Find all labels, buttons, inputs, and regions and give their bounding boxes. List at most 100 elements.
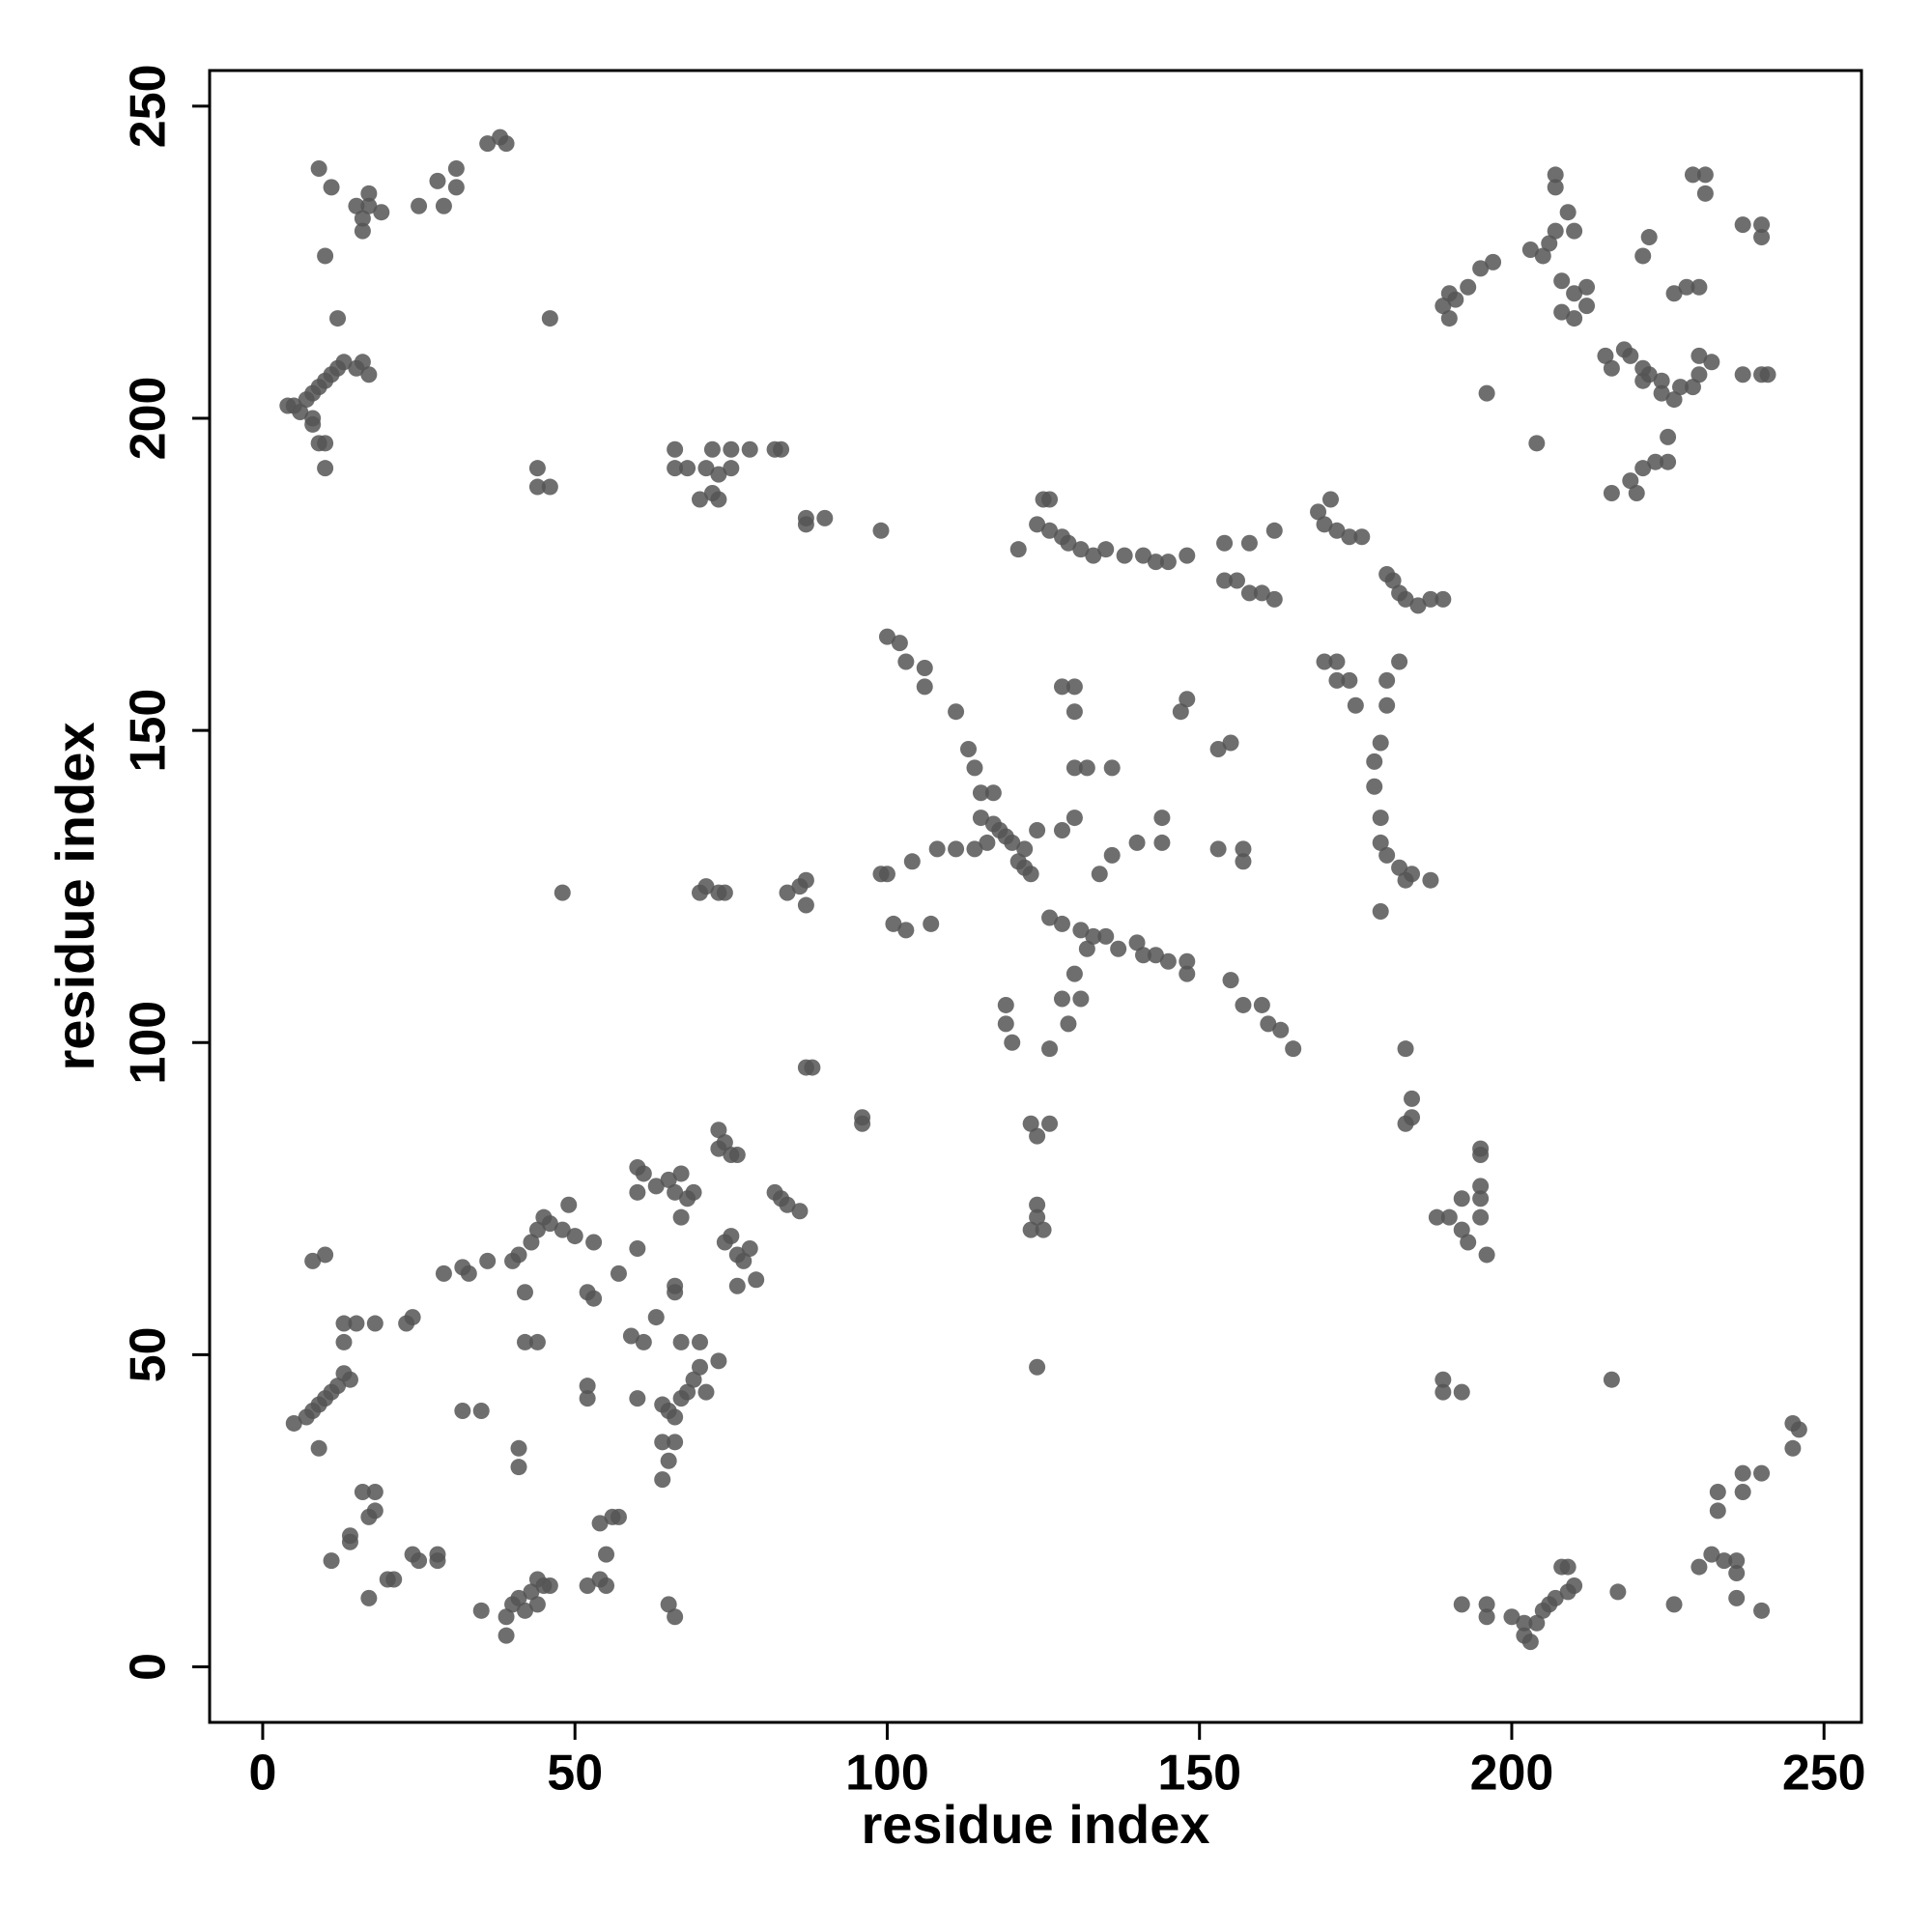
point [903,853,921,870]
point [385,1571,403,1588]
point [960,740,978,757]
y-tick-label: 250 [121,64,177,148]
point [1622,472,1639,490]
y-tick-label: 150 [121,689,177,773]
point [354,222,371,240]
point [1372,734,1389,752]
point [1566,1577,1583,1594]
point [1684,166,1701,184]
point [560,1196,578,1213]
point [928,840,946,858]
point [1634,460,1652,477]
point [1072,922,1090,939]
point [685,1371,702,1388]
point [672,1333,690,1350]
point [1372,903,1389,921]
point [1435,1371,1452,1388]
point [1478,1608,1495,1626]
point [1029,516,1046,533]
point [1447,291,1464,308]
point [1103,759,1121,777]
point [1478,1596,1495,1613]
point [1397,1040,1414,1058]
point [373,204,390,221]
point [647,1309,665,1326]
point [585,1234,603,1251]
point [872,522,890,539]
point [1665,391,1683,409]
point [335,354,353,371]
point [591,1515,609,1532]
point [816,509,834,526]
point [292,404,309,421]
point [354,210,371,227]
point [1159,554,1177,571]
point [1521,1634,1539,1651]
point [1004,834,1021,851]
point [667,1277,684,1294]
y-tick-label: 50 [121,1326,177,1382]
point [317,1246,334,1264]
point [697,460,715,477]
point [610,1264,627,1282]
point [1085,927,1102,945]
point [1653,372,1670,389]
x-tick-label: 100 [845,1746,929,1802]
point [1041,909,1059,926]
y-tick-label: 100 [121,1001,177,1085]
point [791,1203,809,1220]
point [1672,379,1690,396]
point [1709,1484,1726,1501]
point [948,703,965,721]
point [598,1546,615,1563]
point [579,1577,596,1594]
point [585,1290,603,1307]
point [1435,298,1452,315]
point [1753,229,1771,246]
y-tick-label: 0 [121,1653,177,1681]
point [1065,759,1083,777]
point [1179,691,1196,708]
point [579,1390,596,1407]
point [966,840,983,858]
point [411,1552,428,1570]
point [1009,541,1027,558]
point [335,1333,353,1350]
point [1035,1221,1052,1238]
point [797,871,814,889]
point [1022,866,1039,883]
point [528,478,546,496]
point [728,1277,746,1294]
point [348,197,365,214]
point [317,460,334,477]
point [797,516,814,533]
point [1453,1221,1470,1238]
point [1753,216,1771,234]
point [329,1378,347,1395]
point [317,247,334,265]
point [1703,1546,1720,1563]
point [479,1252,497,1269]
point [692,1358,709,1376]
point [1316,653,1333,670]
point [1690,347,1708,364]
point [1153,810,1171,827]
point [579,1378,596,1395]
point [1060,1015,1077,1033]
point [454,1403,471,1420]
point [1622,347,1639,364]
point [1097,927,1115,945]
point [697,1383,715,1401]
point [703,440,721,458]
point [1578,298,1596,315]
point [310,1439,327,1457]
point [1472,1190,1490,1208]
point [1110,940,1127,957]
point [354,1484,371,1501]
point [1547,1589,1564,1606]
point [566,1228,583,1245]
point [1085,547,1102,564]
point [1690,278,1708,296]
point [317,435,334,452]
point [1228,572,1245,589]
